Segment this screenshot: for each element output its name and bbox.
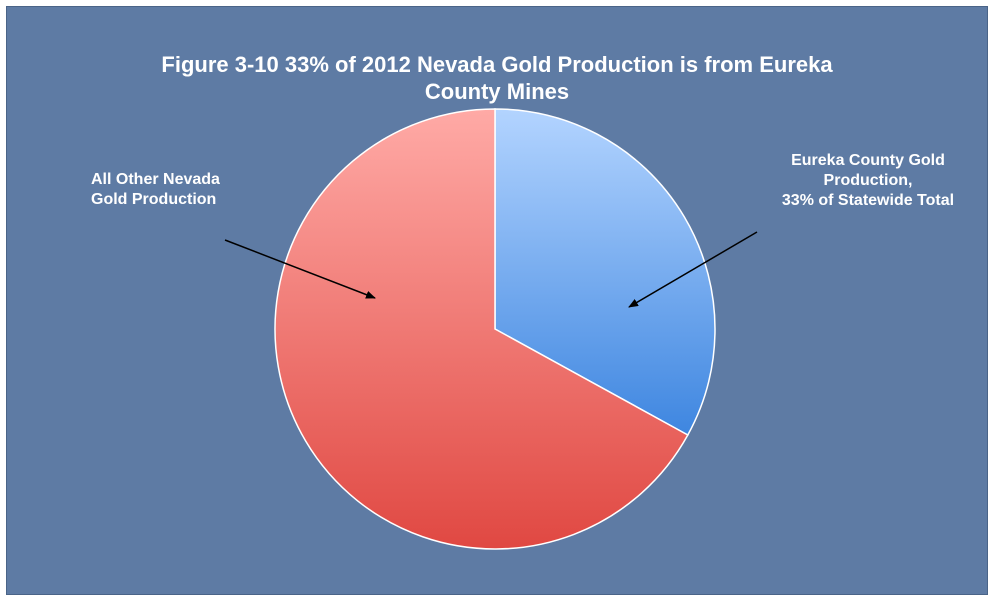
chart-title-line-2: County Mines: [424, 79, 570, 104]
eureka-slice-label: Eureka County Gold Production, 33% of St…: [755, 151, 981, 211]
other-slice-label: All Other Nevada Gold Production: [91, 170, 291, 210]
other-label-arrow: [224, 239, 376, 299]
pie-slice-eureka: [494, 108, 716, 437]
other-label-line-1: All Other Nevada: [91, 171, 220, 188]
eureka-label-line-2: Production,: [823, 172, 913, 189]
pie-chart: [224, 108, 758, 550]
eureka-label-line-1: Eureka County Gold: [791, 152, 945, 169]
chart-title: Figure 3-10 33% of 2012 Nevada Gold Prod…: [7, 51, 987, 105]
other-label-line-2: Gold Production: [91, 191, 217, 208]
eureka-label-arrow: [628, 231, 758, 308]
chart-area: Figure 3-10 33% of 2012 Nevada Gold Prod…: [6, 6, 988, 595]
eureka-label-line-3: 33% of Statewide Total: [781, 192, 955, 209]
chart-title-line-1: Figure 3-10 33% of 2012 Nevada Gold Prod…: [161, 52, 833, 77]
pie-slice-other: [274, 108, 689, 550]
